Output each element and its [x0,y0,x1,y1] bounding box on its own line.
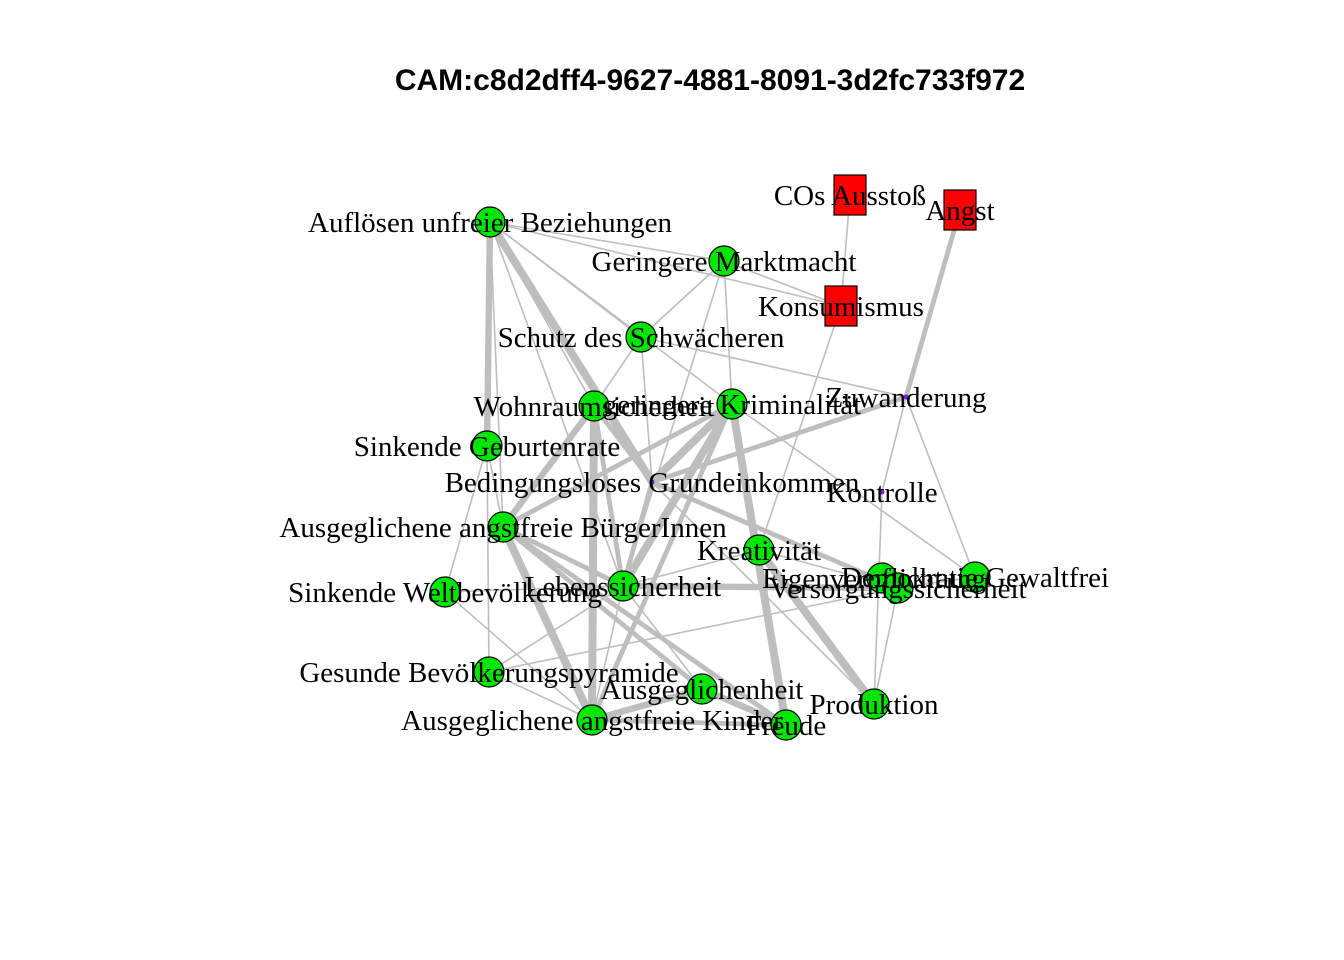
edge-aufloesen-geburtenrate [483,221,494,447]
node-label-schutz: Schutz des Schwächeren [498,322,785,354]
node-label-marktmacht: Geringere Marktmacht [592,246,857,278]
node-label-aufloesen: Auflösen unfreier Beziehungen [308,207,672,239]
edge-buergerinnen-freude [501,525,788,727]
edge-wohnraum-buergerinnen [500,404,597,529]
node-pyramide[interactable] [473,656,505,688]
edge-kriminalitaet-buergerinnen [501,401,734,530]
node-label-produktion: Produktion [810,689,939,721]
edge-kinder-freude [591,717,787,728]
edge-marktmacht-kriminalitaet [723,260,733,405]
node-demokratie[interactable] [959,561,991,593]
edge-schutz-zuwanderung [640,336,907,398]
node-angst[interactable] [943,189,977,231]
node-kriminalitaet[interactable] [716,388,748,420]
edge-geburtenrate-weltbev [444,445,488,593]
node-grundeinkommen[interactable] [649,479,655,485]
node-label-versorgung: Versorgungssicherheit [769,573,1026,605]
map-title: CAM:c8d2dff4-9627-4881-8091-3d2fc733f972 [395,64,1025,97]
node-label-eigenverpflichtung: Eigenverpflichtung [762,563,986,595]
edge-angst-zuwanderung [903,209,963,398]
node-label-zuwanderung: Zuwanderung [825,382,986,414]
edge-kriminalitaet-demokratie [731,403,976,578]
edge-lebenssicherheit-kinder [591,585,624,721]
node-label-kinder: Ausgeglichene angstfreie Kinder [401,705,783,737]
edge-buergerinnen-ausgeglichenheit [501,525,704,691]
node-kinder[interactable] [576,704,608,736]
node-label-geburtenrate: Sinkende Geburtenrate [354,431,621,463]
edge-ausgeglichenheit-kinder [591,685,703,724]
node-weltbev[interactable] [429,576,461,608]
edge-lebenssicherheit-pyramide [488,585,624,673]
edge-schutz-grundeinkommen [640,336,653,483]
node-label-kreativitaet: Kreativität [697,535,821,567]
node-geburtenrate[interactable] [471,430,503,462]
node-konsumismus[interactable] [824,285,858,327]
node-produktion[interactable] [858,688,890,720]
node-zuwanderung[interactable] [903,394,909,400]
node-label-lebenssicherheit: Lebenssicherheit [525,571,721,603]
edge-wohnraum-lebenssicherheit [591,405,626,587]
edge-konsumismus-kreativitaet [758,305,842,551]
edge-grundeinkommen-produktion [651,481,875,705]
node-schutz[interactable] [625,321,657,353]
edge-weltbev-kinder [444,591,593,721]
node-kontrolle[interactable] [879,489,885,495]
edge-lebenssicherheit-weltbev [444,585,624,593]
edge-konsumismus-marktmacht [723,260,842,307]
edge-kreativitaet-lebenssicherheit [622,549,760,587]
edge-aufloesen-marktmacht [489,221,725,262]
node-label-ausgeglichenheit: Ausgeglichenheit [601,674,804,706]
node-lebenssicherheit[interactable] [607,570,639,602]
edge-zuwanderung-demokratie [905,396,976,578]
node-versorgung[interactable] [882,572,914,604]
edge-lebenssicherheit-ausgeglichenheit [622,585,703,690]
node-freude[interactable] [770,709,802,741]
node-aufloesen[interactable] [474,206,506,238]
edge-wohnraum-grundeinkommen [592,404,654,484]
node-label-grundeinkommen: Bedingungsloses Grundeinkommen [445,467,860,499]
node-layer [429,174,991,741]
edge-kontrolle-produktion [873,491,883,705]
node-kreativitaet[interactable] [743,534,775,566]
edge-aufloesen-kriminalitaet [489,221,733,405]
edge-buergerinnen-lebenssicherheit [501,524,625,589]
edge-wohnraum-kinder [588,405,598,721]
edge-kriminalitaet-kinder [589,403,735,721]
node-ausgeglichenheit[interactable] [686,673,718,705]
edge-aufloesen-buergerinnen [489,221,504,528]
edge-marktmacht-schutz [640,260,725,338]
node-label-demokratie: Demokratie Gewaltfrei [841,562,1109,594]
edge-aufloesen-lebenssicherheit [489,221,624,587]
edge-versorgung-produktion [873,587,899,705]
node-label-co2: COs Ausstoß [774,180,926,212]
edge-layer [444,194,976,728]
edge-lebenssicherheit-versorgung [622,582,899,592]
edge-buergerinnen-kinder [499,525,596,722]
edge-zuwanderung-kontrolle [881,396,907,493]
node-label-wohnraum: Wohnraumsicherheit [474,391,715,423]
node-label-kontrolle: Kontrolle [826,477,937,509]
node-marktmacht[interactable] [708,245,740,277]
edge-pyramide-kinder [488,671,593,721]
edge-grundeinkommen-lebenssicherheit [620,481,655,587]
edge-aufloesen-grundeinkommen [486,219,656,485]
label-layer: Auflösen unfreier Beziehungen COs Ausstoß… [279,180,1109,742]
edge-aufloesen-konsumismus [489,221,842,307]
node-wohnraum[interactable] [578,390,610,422]
node-label-konsumismus: Konsumismus [758,291,924,323]
node-label-angst: Angst [925,195,994,227]
node-label-pyramide: Gesunde Bevölkerungspyramide [299,657,678,689]
edge-geburtenrate-pyramide [486,445,490,673]
edge-kriminalitaet-grundeinkommen [649,401,735,485]
edge-kreativitaet-produktion [755,547,878,707]
edge-grundeinkommen-versorgung [651,479,899,591]
node-label-weltbev: Sinkende Weltbevölkerung [288,577,602,609]
node-label-freude: Freude [746,710,827,742]
node-label-buergerinnen: Ausgeglichene angstfreie BürgerInnen [279,512,727,544]
edge-versorgung-pyramide [488,587,899,673]
node-label-kriminalitaet: geringere Kriminalität [603,389,861,421]
node-co2[interactable] [833,174,867,216]
node-buergerinnen[interactable] [487,511,519,543]
